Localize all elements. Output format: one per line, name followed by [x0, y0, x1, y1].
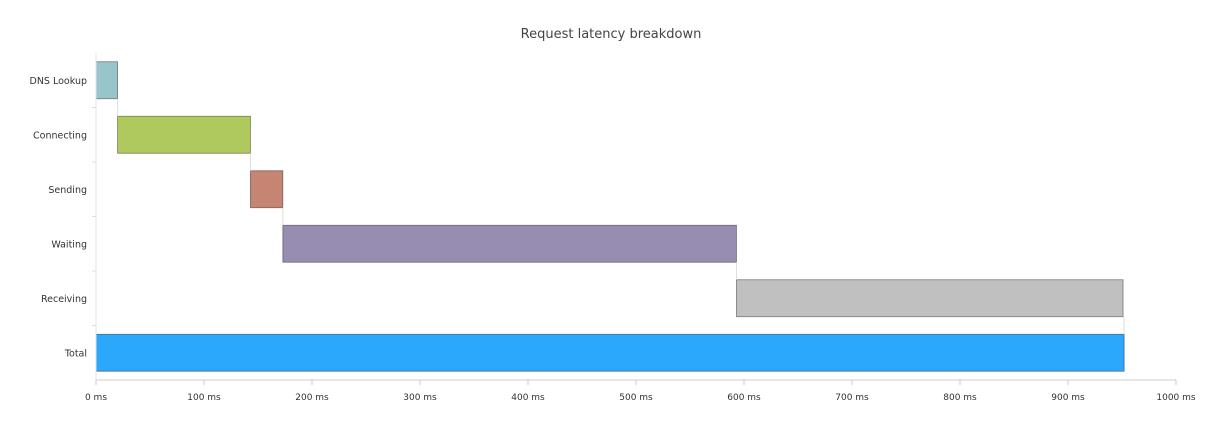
x-tick-label: 100 ms [187, 393, 221, 403]
bar-sending [250, 170, 284, 209]
bar-total [95, 333, 1125, 372]
x-tick-label: 700 ms [835, 393, 869, 403]
bar-dns-lookup [95, 61, 119, 100]
category-label: Connecting [33, 130, 87, 141]
plot-area: DNS Lookup Connecting Sending Waiting Receiv… [30, 53, 1196, 403]
bar-receiving [736, 279, 1124, 318]
x-tick-label: 800 ms [943, 393, 977, 403]
category-label: Total [64, 348, 87, 359]
chart-title: Request latency breakdown [521, 27, 702, 42]
x-tick-label: 600 ms [727, 393, 761, 403]
x-tick-label: 0 ms [85, 393, 107, 403]
bar-connecting [117, 115, 251, 154]
category-label: Receiving [41, 294, 87, 305]
x-tick-label: 400 ms [511, 393, 545, 403]
x-tick-label: 500 ms [619, 393, 653, 403]
bar-waiting [282, 224, 737, 263]
x-tick-label: 1000 ms [1156, 393, 1196, 403]
category-label: DNS Lookup [30, 76, 87, 87]
x-tick-label: 900 ms [1051, 393, 1085, 403]
category-label: Waiting [51, 239, 87, 250]
category-label: Sending [48, 185, 87, 196]
x-tick-label: 200 ms [295, 393, 329, 403]
x-tick-label: 300 ms [403, 393, 437, 403]
